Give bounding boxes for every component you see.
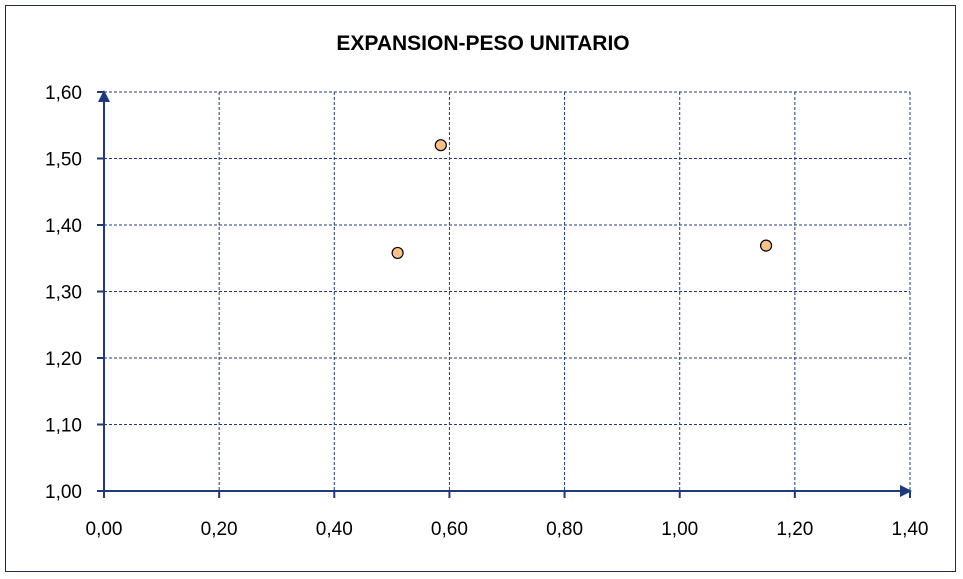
y-tick-label: 1,60 <box>45 83 82 104</box>
x-tick-label: 0,20 <box>201 519 238 540</box>
data-points <box>391 139 773 260</box>
x-tick-label: 1,20 <box>776 519 813 540</box>
x-tick-label: 0,60 <box>431 519 468 540</box>
y-tick-label: 1,30 <box>45 283 82 304</box>
data-point <box>759 239 773 252</box>
chart-frame <box>5 5 956 572</box>
chart-title: EXPANSION-PESO UNITARIO <box>336 32 629 55</box>
x-tick-labels: 0,00 0,20 0,40 0,60 0,80 1,00 1,20 1,40 <box>86 519 929 540</box>
x-tick-label: 1,00 <box>661 519 698 540</box>
data-point <box>434 139 447 152</box>
x-tick-label: 1,40 <box>892 519 929 540</box>
y-tick-label: 1,10 <box>45 416 82 437</box>
data-point <box>391 246 404 260</box>
x-axis-arrow <box>900 485 912 497</box>
x-tick-label: 0,40 <box>316 519 353 540</box>
axes <box>97 90 912 498</box>
y-tick-label: 1,00 <box>45 482 82 503</box>
x-tick-label: 0,00 <box>86 519 123 540</box>
grid-lines <box>104 91 911 491</box>
y-tick-labels: 1,00 1,10 1,20 1,30 1,40 1,50 1,60 <box>45 83 82 503</box>
y-axis-arrow <box>98 90 110 102</box>
y-tick-label: 1,20 <box>45 349 82 370</box>
y-tick-label: 1,50 <box>45 150 82 171</box>
y-tick-label: 1,40 <box>45 216 82 237</box>
x-tick-label: 0,80 <box>546 519 583 540</box>
